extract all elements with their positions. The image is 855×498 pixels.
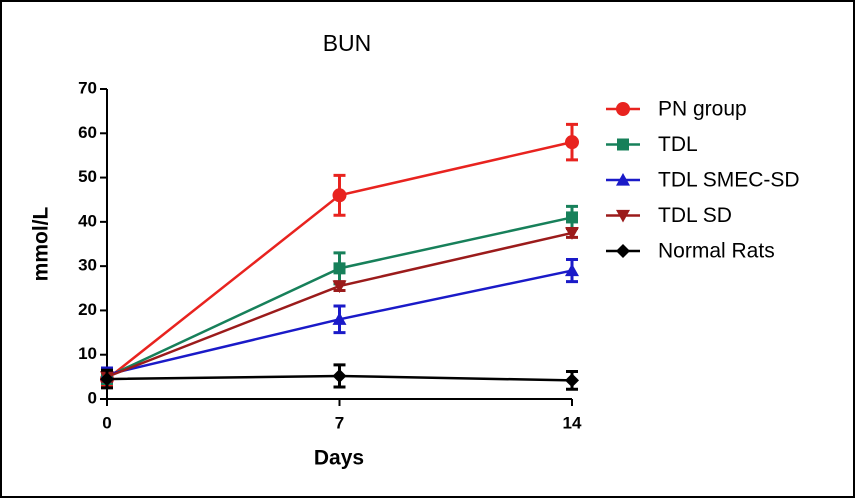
x-tick-label: 0	[102, 413, 111, 432]
x-tick-label: 7	[335, 413, 344, 432]
marker	[100, 372, 114, 387]
y-tick-label: 60	[78, 123, 97, 142]
marker	[332, 188, 347, 203]
y-tick-label: 40	[78, 211, 97, 230]
marker	[333, 262, 346, 275]
marker	[332, 280, 347, 294]
y-tick-label: 10	[78, 344, 97, 363]
x-axis-label: Days	[314, 447, 364, 470]
legend-label: PN group	[658, 98, 747, 121]
y-tick-label: 50	[78, 167, 97, 186]
legend-marker	[616, 102, 630, 116]
y-axis-label: mmol/L	[30, 206, 53, 281]
legend-marker	[616, 209, 630, 223]
marker	[566, 211, 578, 224]
marker	[565, 263, 579, 277]
marker	[565, 135, 579, 150]
marker	[565, 227, 579, 240]
legend-marker	[616, 173, 630, 186]
y-tick-label: 30	[78, 256, 97, 275]
legend-label: TDL SMEC-SD	[658, 169, 800, 192]
x-tick-label: 14	[563, 413, 582, 432]
y-tick-label: 20	[78, 300, 97, 319]
legend-label: TDL	[658, 133, 698, 156]
marker	[332, 368, 347, 383]
marker	[565, 373, 579, 388]
legend-marker	[617, 138, 629, 151]
y-tick-label: 70	[78, 78, 97, 97]
y-tick-label: 0	[88, 388, 97, 407]
marker	[332, 312, 347, 325]
legend-label: Normal Rats	[658, 240, 775, 263]
chart-title: BUN	[323, 30, 372, 56]
legend-label: TDL SD	[658, 204, 732, 227]
legend-marker	[616, 244, 630, 258]
